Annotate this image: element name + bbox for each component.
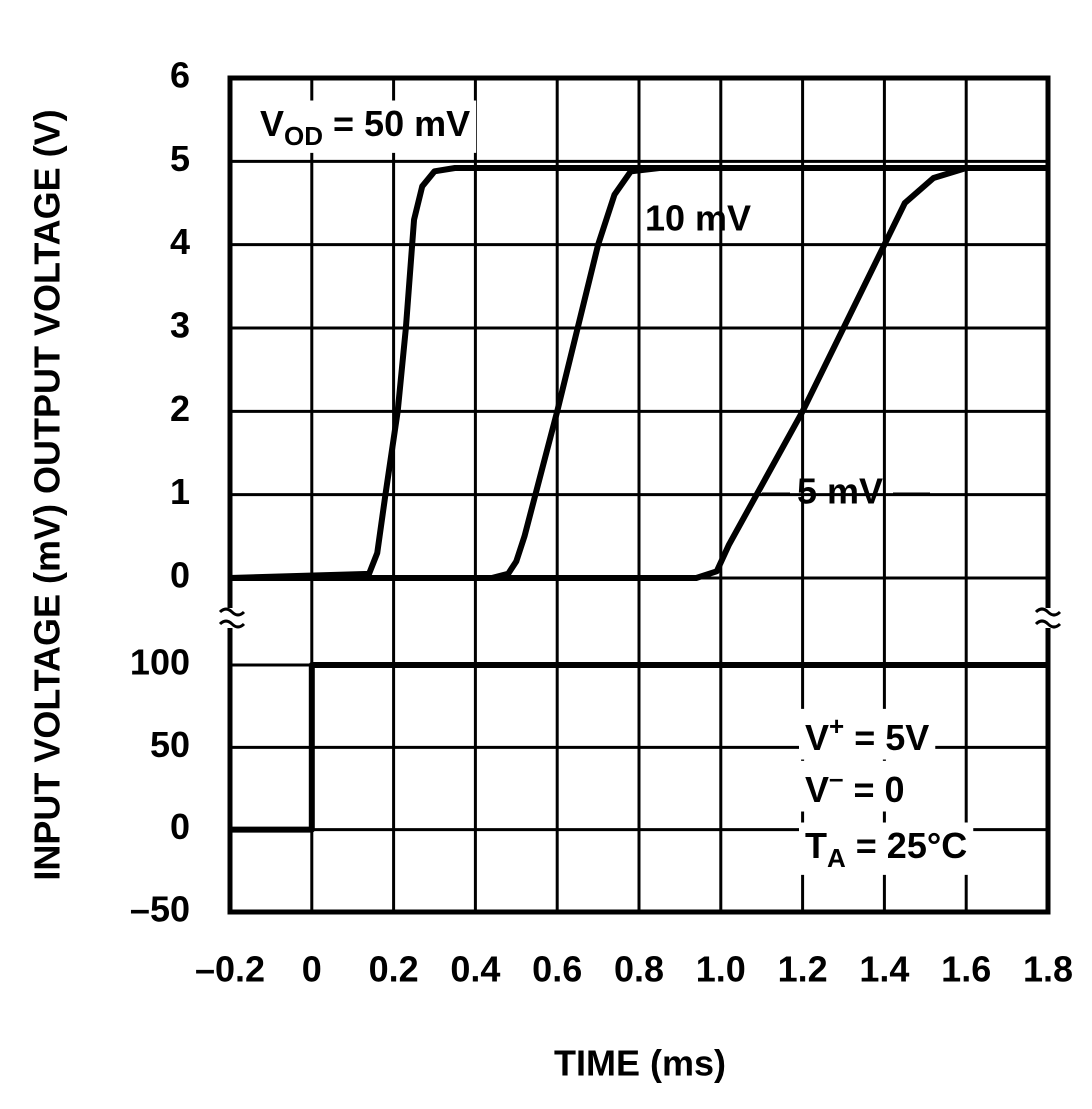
series-label: 5 mV bbox=[797, 471, 883, 512]
x-tick-label: 0.6 bbox=[532, 949, 582, 990]
y-tick-label: 1 bbox=[170, 471, 190, 512]
break-gap bbox=[226, 608, 234, 628]
frame bbox=[226, 75, 1052, 915]
y-tick-label: 2 bbox=[170, 388, 190, 429]
annotation-background bbox=[799, 760, 911, 812]
x-tick-label: –0.2 bbox=[195, 949, 265, 990]
annotation-background bbox=[254, 100, 477, 153]
series-label: 10 mV bbox=[645, 198, 751, 239]
x-axis-label: TIME (ms) bbox=[554, 1043, 726, 1084]
data-line bbox=[230, 165, 1048, 581]
x-tick-label: 1.0 bbox=[696, 949, 746, 990]
data-line bbox=[229, 165, 1048, 581]
annotation-part: V bbox=[805, 769, 829, 810]
y-tick-label: 100 bbox=[130, 642, 190, 683]
x-tick-label: 0.8 bbox=[614, 949, 664, 990]
annotation-background bbox=[799, 708, 936, 760]
annotation-part: = 0 bbox=[843, 769, 904, 810]
annotation: V+ = 5V bbox=[805, 711, 929, 758]
break-gap bbox=[1044, 608, 1052, 628]
data bbox=[229, 165, 1048, 833]
x-tick-label: 1.4 bbox=[859, 949, 909, 990]
x-tick-label: 0.2 bbox=[369, 949, 419, 990]
annotation-part: – bbox=[829, 763, 843, 793]
y-axis-label: INPUT VOLTAGE (mV) OUTPUT VOLTAGE (V) bbox=[27, 109, 68, 880]
annotation-part: V bbox=[260, 103, 284, 144]
y-tick-label: 0 bbox=[170, 806, 190, 847]
annotation: VOD = 50 mV bbox=[260, 103, 470, 151]
annotation-part: A bbox=[827, 843, 846, 873]
x-tick-label: 1.6 bbox=[941, 949, 991, 990]
annotation-part: T bbox=[805, 825, 827, 866]
annotation: TA = 25°C bbox=[805, 825, 967, 873]
y-tick-label: 3 bbox=[170, 305, 190, 346]
y-tick-label: –50 bbox=[130, 889, 190, 930]
x-tick-label: 1.8 bbox=[1023, 949, 1073, 990]
annotation-background bbox=[799, 822, 974, 875]
annotation-part: V bbox=[805, 717, 829, 758]
annotation: V– = 0 bbox=[805, 763, 905, 810]
annotation-part: = 50 mV bbox=[323, 103, 470, 144]
plot-frame bbox=[227, 75, 1051, 915]
annotation-part: = 25°C bbox=[846, 825, 967, 866]
annotation-part: OD bbox=[284, 121, 323, 151]
grid bbox=[228, 76, 1050, 914]
y-tick-label: 50 bbox=[150, 724, 190, 765]
y-tick-label: 5 bbox=[170, 138, 190, 179]
y-tick-label: 4 bbox=[170, 221, 190, 262]
data-line bbox=[230, 662, 1048, 833]
x-tick-label: 0 bbox=[302, 949, 322, 990]
x-tick-label: 0.4 bbox=[450, 949, 500, 990]
break-marks bbox=[218, 607, 1062, 629]
annotation-part: = 5V bbox=[844, 717, 929, 758]
x-tick-label: 1.2 bbox=[778, 949, 828, 990]
annotation-part: + bbox=[829, 711, 844, 741]
y-tick-label: 6 bbox=[170, 55, 190, 96]
y-tick-label: 0 bbox=[170, 555, 190, 596]
